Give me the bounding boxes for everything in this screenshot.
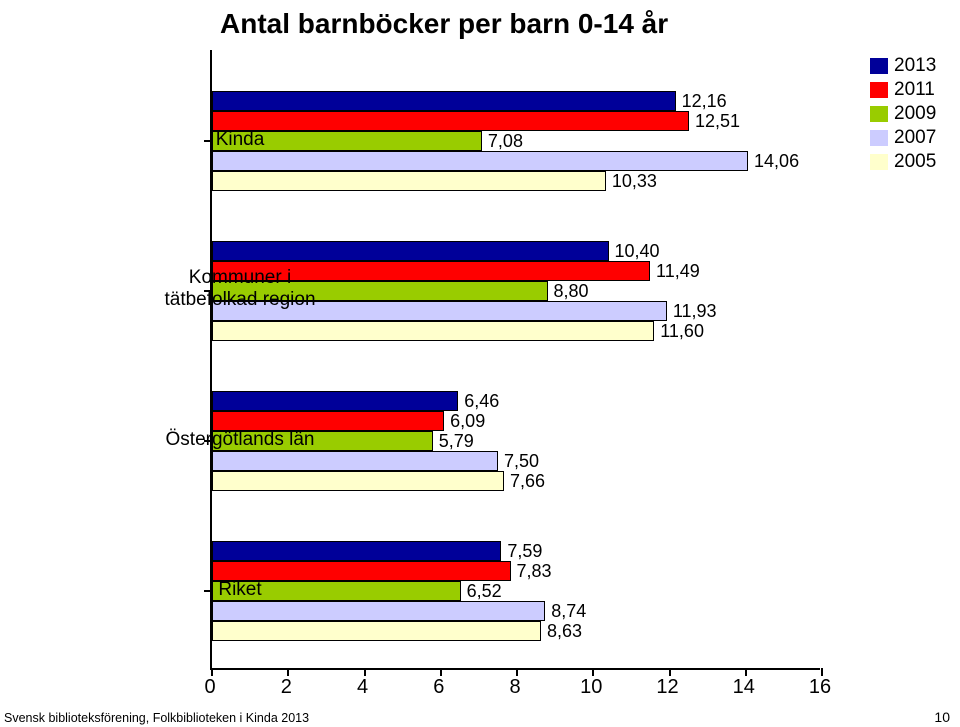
- legend-item: 2005: [870, 151, 936, 173]
- x-tick-label: 14: [733, 676, 755, 699]
- x-tick-label: 16: [809, 676, 831, 699]
- bar-value-label: 11,49: [650, 261, 700, 281]
- bar-value-label: 11,60: [654, 321, 704, 341]
- x-tick: [287, 668, 289, 676]
- x-tick: [364, 668, 366, 676]
- legend-item: 2007: [870, 127, 936, 149]
- bar-value-label: 7,08: [482, 131, 523, 151]
- bar-row: 6,09: [212, 411, 820, 431]
- category-label: Östergötlands län: [140, 429, 340, 451]
- bar-row: 7,50: [212, 451, 820, 471]
- bar-value-label: 6,52: [461, 581, 502, 601]
- x-tick-label: 12: [656, 676, 678, 699]
- bar: [212, 411, 444, 431]
- legend-item: 2009: [870, 103, 936, 125]
- bar-value-label: 8,63: [541, 621, 582, 641]
- bar: [212, 621, 541, 641]
- x-tick: [592, 668, 594, 676]
- bar: [212, 321, 654, 341]
- footer-text: Svensk biblioteksförening, Folkbibliotek…: [4, 711, 309, 725]
- legend-label: 2013: [894, 55, 936, 77]
- legend-swatch: [870, 130, 888, 146]
- bar: [212, 171, 606, 191]
- bar-row: 14,06: [212, 151, 820, 171]
- bar: [212, 601, 545, 621]
- bar-row: 6,46: [212, 391, 820, 411]
- legend-swatch: [870, 58, 888, 74]
- x-tick-label: 8: [509, 676, 520, 699]
- legend-item: 2013: [870, 55, 936, 77]
- legend-item: 2011: [870, 79, 936, 101]
- bar-row: 7,66: [212, 471, 820, 491]
- x-tick: [516, 668, 518, 676]
- bar-row: 8,63: [212, 621, 820, 641]
- x-tick-label: 10: [580, 676, 602, 699]
- category-label: Kinda: [140, 129, 340, 151]
- category-label: Riket: [140, 579, 340, 601]
- bar-value-label: 6,09: [444, 411, 485, 431]
- bar-value-label: 14,06: [748, 151, 799, 171]
- category-label: Kommuner i tätbefolkad region: [140, 267, 340, 311]
- bar-row: 10,33: [212, 171, 820, 191]
- bar-value-label: 10,40: [609, 241, 660, 261]
- x-tick: [745, 668, 747, 676]
- legend-label: 2005: [894, 151, 936, 173]
- x-tick-label: 4: [357, 676, 368, 699]
- legend-swatch: [870, 154, 888, 170]
- bar-row: 10,40: [212, 241, 820, 261]
- bar: [212, 471, 504, 491]
- bar-row: 12,16: [212, 91, 820, 111]
- bar-row: 8,74: [212, 601, 820, 621]
- x-tick-label: 2: [281, 676, 292, 699]
- x-tick-label: 6: [433, 676, 444, 699]
- bar: [212, 451, 498, 471]
- legend-label: 2011: [894, 79, 935, 101]
- bar-value-label: 5,79: [433, 431, 474, 451]
- bar: [212, 241, 609, 261]
- bar-row: 12,51: [212, 111, 820, 131]
- legend-swatch: [870, 82, 888, 98]
- bar-row: 7,59: [212, 541, 820, 561]
- bar-value-label: 6,46: [458, 391, 499, 411]
- bar: [212, 111, 689, 131]
- legend-label: 2009: [894, 103, 936, 125]
- bar-row: 11,60: [212, 321, 820, 341]
- x-tick: [440, 668, 442, 676]
- bar-value-label: 7,59: [501, 541, 542, 561]
- legend-swatch: [870, 106, 888, 122]
- bar-value-label: 7,66: [504, 471, 545, 491]
- bar: [212, 541, 501, 561]
- bar-row: 7,83: [212, 561, 820, 581]
- page-number: 10: [934, 709, 950, 725]
- bar: [212, 151, 748, 171]
- bar-value-label: 12,51: [689, 111, 740, 131]
- legend: 20132011200920072005: [870, 55, 936, 175]
- page: Antal barnböcker per barn 0-14 år 12,161…: [0, 0, 960, 727]
- bar-value-label: 10,33: [606, 171, 657, 191]
- x-tick: [669, 668, 671, 676]
- x-tick-label: 0: [204, 676, 215, 699]
- bar-value-label: 8,80: [548, 281, 589, 301]
- bar: [212, 391, 458, 411]
- x-tick: [821, 668, 823, 676]
- bar: [212, 91, 676, 111]
- chart-title: Antal barnböcker per barn 0-14 år: [220, 8, 668, 40]
- x-tick: [211, 668, 213, 676]
- bar-value-label: 7,50: [498, 451, 539, 471]
- legend-label: 2007: [894, 127, 936, 149]
- bar: [212, 561, 511, 581]
- bar-value-label: 8,74: [545, 601, 586, 621]
- bar-value-label: 7,83: [511, 561, 552, 581]
- bar-value-label: 11,93: [667, 301, 717, 321]
- bar-value-label: 12,16: [676, 91, 727, 111]
